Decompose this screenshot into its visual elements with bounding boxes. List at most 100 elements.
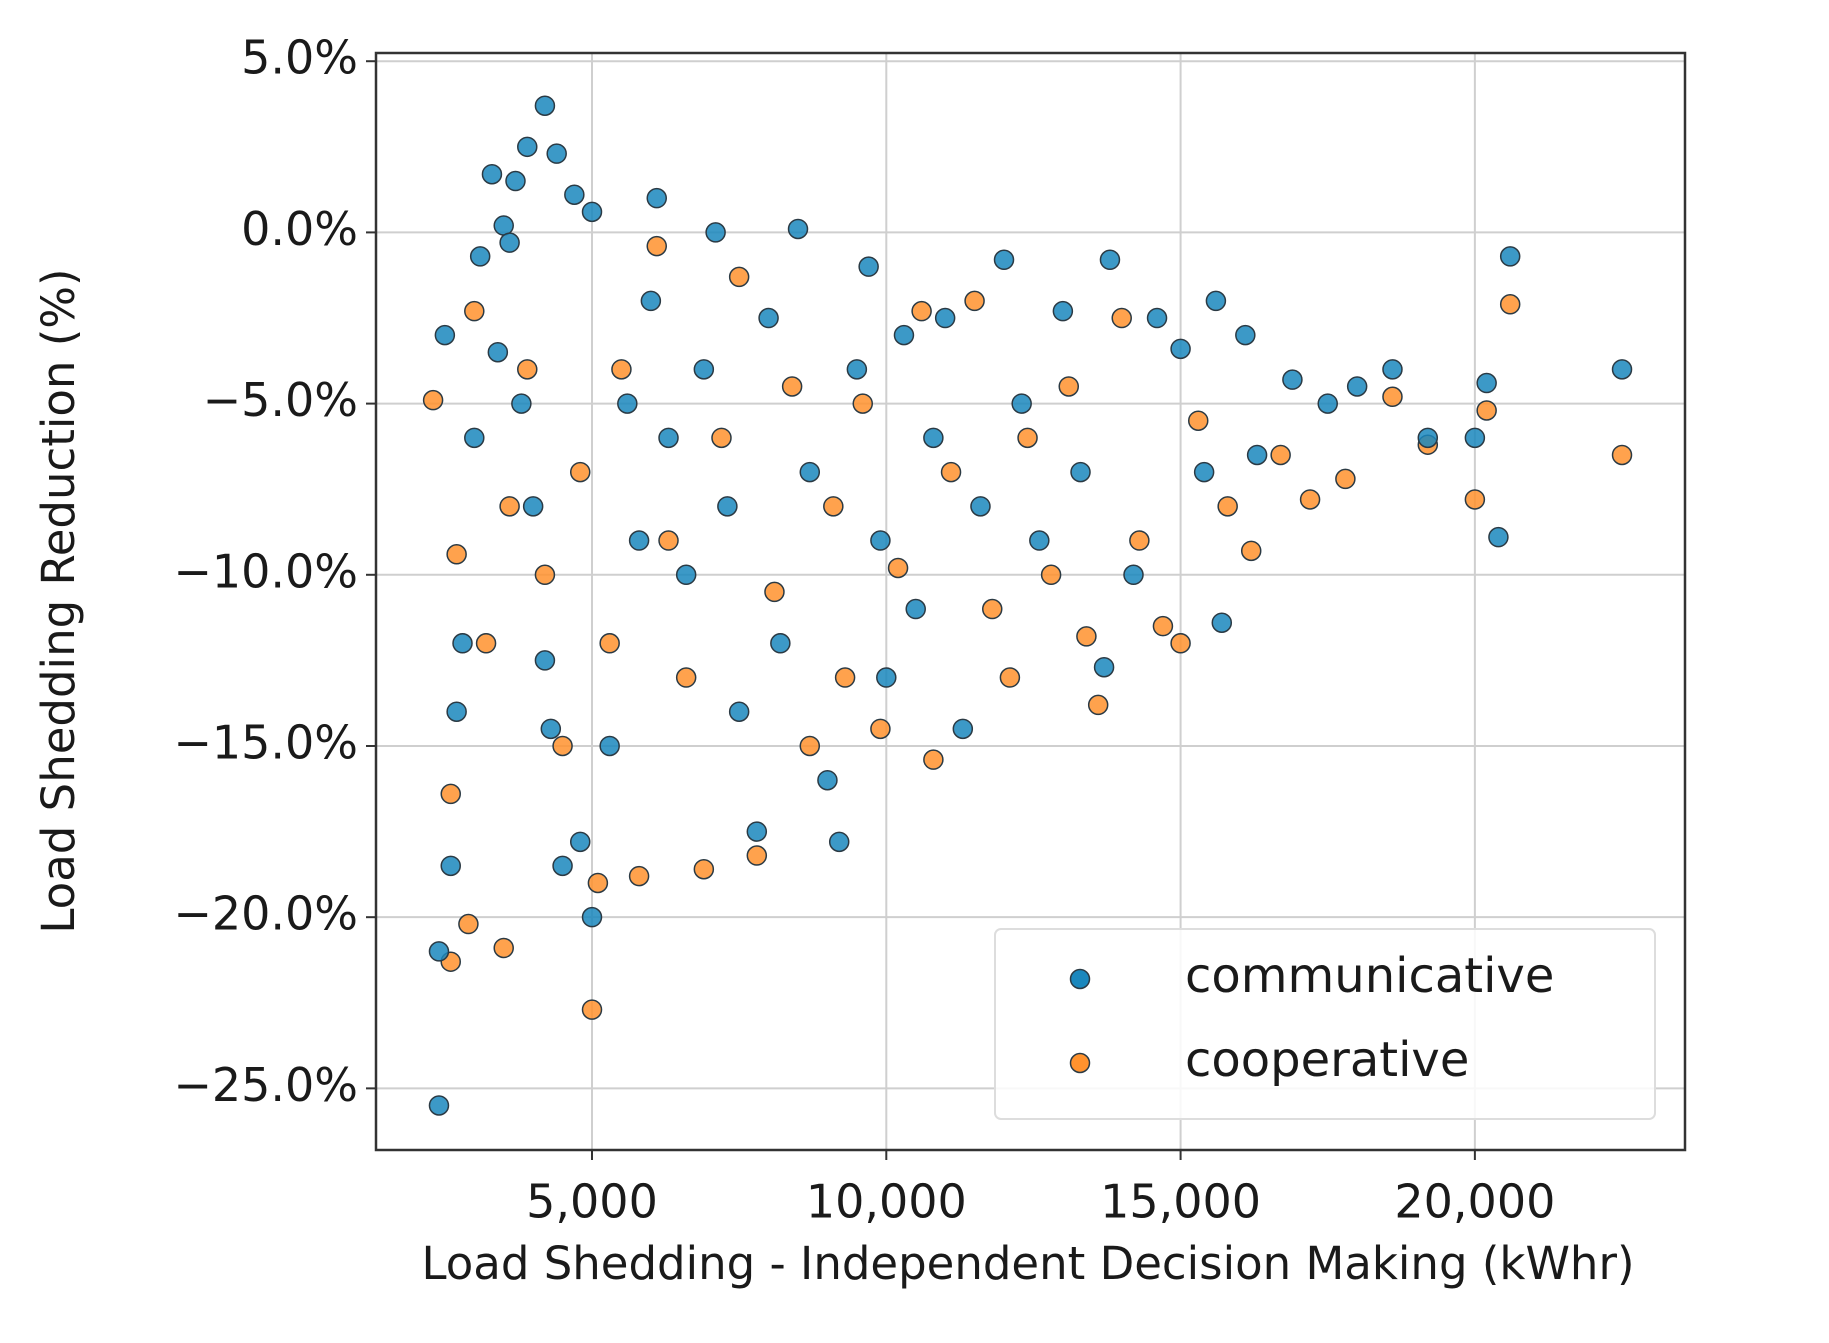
scatter-point xyxy=(1058,376,1080,397)
scatter-point xyxy=(428,941,450,962)
scatter-point xyxy=(428,1095,450,1116)
scatter-point xyxy=(1211,612,1233,633)
legend-marker xyxy=(1069,1052,1091,1074)
scatter-point xyxy=(646,187,668,209)
scatter-point xyxy=(646,235,668,257)
scatter-point xyxy=(905,598,926,620)
scatter-point xyxy=(964,290,985,312)
scatter-point xyxy=(981,598,1003,620)
scatter-point xyxy=(1205,290,1227,312)
scatter-point xyxy=(1611,444,1633,466)
scatter-point xyxy=(1499,246,1521,267)
scatter-point xyxy=(1099,249,1121,271)
scatter-point xyxy=(1476,372,1497,394)
scatter-point xyxy=(1499,294,1521,315)
legend-label: cooperative xyxy=(1185,1032,1469,1088)
scatter-point xyxy=(581,201,603,223)
scatter-point xyxy=(434,324,456,346)
scatter-point xyxy=(781,376,803,397)
scatter-point xyxy=(675,667,697,688)
scatter-point xyxy=(1488,526,1509,548)
scatter-point xyxy=(717,496,738,517)
scatter-point xyxy=(452,633,473,654)
scatter-point xyxy=(1335,468,1356,490)
scatter-point xyxy=(787,218,809,240)
scatter-point xyxy=(675,564,697,586)
y-axis-label: Load Shedding Reduction (%) xyxy=(32,268,85,933)
scatter-point xyxy=(534,650,556,671)
scatter-point xyxy=(1052,300,1074,322)
scatter-point xyxy=(587,872,609,894)
y-tick-label: 5.0% xyxy=(241,31,358,85)
scatter-point xyxy=(552,735,573,757)
scatter-point xyxy=(1476,400,1497,421)
scatter-point xyxy=(628,865,650,887)
scatter-point xyxy=(764,581,785,603)
scatter-point xyxy=(569,831,591,853)
scatter-point xyxy=(1217,496,1238,517)
scatter-point xyxy=(1382,386,1403,408)
scatter-point xyxy=(1240,540,1262,562)
scatter-point xyxy=(817,769,838,791)
scatter-point xyxy=(1017,427,1038,449)
scatter-point xyxy=(1299,489,1321,510)
scatter-point xyxy=(658,530,679,551)
scatter-point xyxy=(887,557,909,579)
legend-label: communicative xyxy=(1185,948,1554,1004)
scatter-point xyxy=(1093,656,1115,678)
plot-frame xyxy=(374,51,1687,1152)
scatter-point xyxy=(517,359,538,380)
scatter-point xyxy=(1029,530,1050,551)
x-axis-label: Load Shedding - Independent Decision Mak… xyxy=(421,1237,1634,1290)
scatter-point xyxy=(581,906,603,928)
scatter-point xyxy=(728,701,750,722)
scatter-point xyxy=(446,544,467,565)
scatter-point xyxy=(711,427,732,449)
scatter-point xyxy=(993,249,1015,271)
scatter-point xyxy=(475,633,497,654)
scatter-point xyxy=(1111,307,1132,329)
scatter-point xyxy=(799,461,821,483)
scatter-point xyxy=(540,718,562,740)
scatter-point xyxy=(1123,564,1144,586)
x-tick-label: 5,000 xyxy=(526,1175,658,1229)
scatter-point xyxy=(693,858,715,880)
scatter-point xyxy=(517,136,538,158)
scatter-point xyxy=(534,564,556,586)
x-tick-label: 20,000 xyxy=(1394,1175,1555,1229)
scatter-point xyxy=(640,290,662,312)
scatter-point xyxy=(870,718,891,740)
scatter-point xyxy=(834,667,856,688)
scatter-point xyxy=(940,461,962,483)
scatter-point xyxy=(870,530,891,551)
scatter-point xyxy=(1152,615,1174,637)
scatter-point xyxy=(1170,338,1191,360)
scatter-point xyxy=(1170,633,1191,654)
scatter-point xyxy=(952,718,974,740)
scatter-point xyxy=(828,831,850,853)
scatter-point xyxy=(746,845,768,866)
scatter-point xyxy=(858,256,879,277)
scatter-point xyxy=(658,427,679,449)
scatter-point xyxy=(1070,461,1091,483)
y-tick-label: −15.0% xyxy=(173,715,358,769)
scatter-point xyxy=(440,783,461,805)
y-tick-label: −25.0% xyxy=(173,1058,358,1112)
scatter-point xyxy=(581,999,603,1020)
scatter-point xyxy=(628,530,650,551)
scatter-point xyxy=(446,701,467,722)
scatter-point xyxy=(552,855,573,877)
scatter-point xyxy=(934,307,956,329)
scatter-point xyxy=(1129,530,1150,551)
scatter-point xyxy=(1382,359,1403,380)
y-tick-label: −20.0% xyxy=(173,887,358,941)
scatter-point xyxy=(1040,564,1062,586)
scatter-point xyxy=(493,937,514,959)
scatter-point xyxy=(499,496,520,517)
scatter-point xyxy=(534,95,556,116)
scatter-point xyxy=(1611,359,1633,380)
scatter-point xyxy=(440,855,461,877)
scatter-point xyxy=(893,324,915,346)
scatter-point xyxy=(422,389,444,411)
